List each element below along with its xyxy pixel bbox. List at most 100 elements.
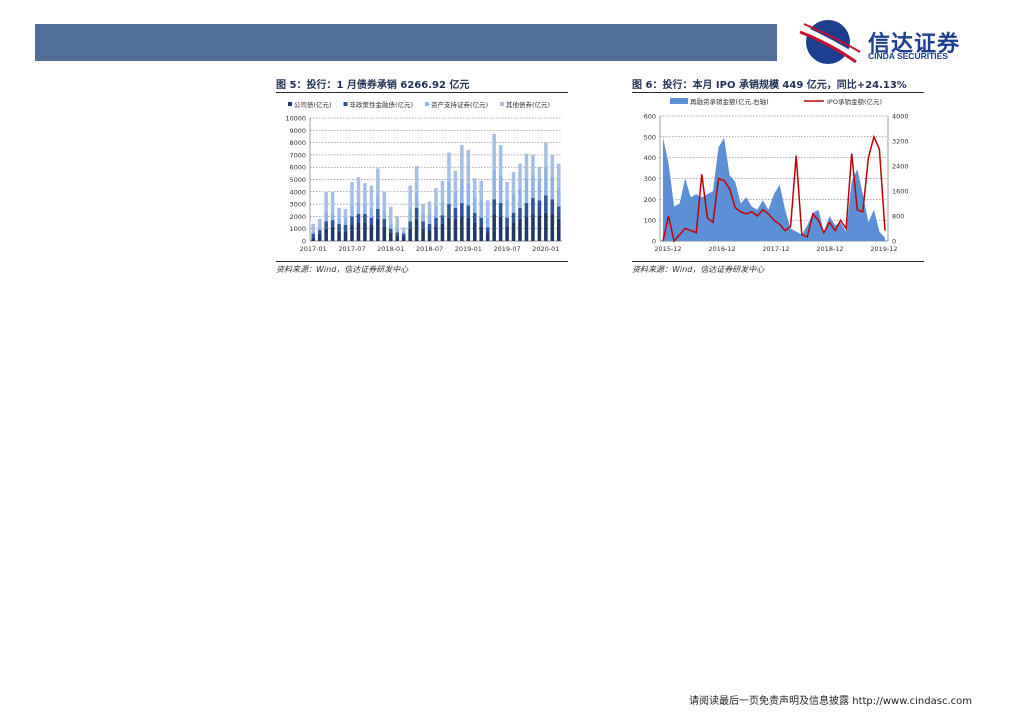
fig5-bar-segment [427, 213, 432, 224]
fig5-bar-segment [498, 175, 503, 203]
fig5-y-tick-label: 1000 [289, 225, 306, 233]
fig5-legend-label: 公司债(亿元) [294, 100, 332, 109]
fig5-bar-segment [531, 197, 535, 214]
fig5-bar-segment [369, 207, 374, 218]
fig5-bar-segment [395, 236, 400, 241]
fig6-y-right-tick-label: 3200 [892, 138, 909, 146]
fig6-legend-swatch-area [670, 98, 688, 104]
fig5-bar-segment [376, 195, 380, 210]
fig5-bar-segment [460, 145, 464, 180]
fig5-bar-segment [460, 216, 464, 241]
fig5-legend-swatch [343, 102, 348, 106]
fig5-bar-segment [395, 228, 400, 233]
fig5-bar-segment [524, 202, 529, 217]
fig5-bar-segment [350, 216, 354, 226]
fig5-bar-segment [447, 152, 451, 182]
fig5-bar-segment [453, 218, 458, 241]
fig5-y-tick-label: 8000 [289, 139, 306, 147]
fig5-bar-segment [337, 223, 341, 232]
fig5-x-tick-label: 2019-07 [493, 245, 520, 253]
fig5-bar-segment [440, 215, 445, 224]
fig5-bar-segment [324, 191, 328, 212]
fig5-bar-segment [511, 172, 516, 195]
fig5-bar-segment [382, 226, 387, 241]
fig5-legend-label: 其他债券(亿元) [506, 100, 550, 109]
fig6-y-left-tick-label: 200 [644, 196, 656, 204]
fig5-bar-segment [376, 218, 380, 241]
fig5-bar-segment [531, 213, 535, 241]
fig5-bar-segment [363, 222, 367, 241]
fig5-bar-segment [472, 178, 477, 198]
fig5-bar-segment [453, 170, 458, 194]
fig5-y-tick-label: 10000 [285, 115, 306, 123]
fig5-bar-segment [330, 191, 335, 213]
fig5-bar-segment [537, 215, 542, 241]
fig5-bar-segment [330, 226, 335, 241]
fig5-bar-segment [544, 212, 548, 241]
fig5-bar-segment [550, 213, 555, 241]
fig5-y-tick-label: 5000 [289, 176, 306, 184]
fig6-y-right-tick-label: 4000 [892, 113, 909, 121]
figure6-chart: 再融资承销金额(亿元,右轴) IPO承销金额(亿元) 600 500 400 300 200… [644, 97, 909, 253]
fig5-bar-segment [524, 216, 529, 241]
fig5-bar-segment [343, 217, 348, 226]
fig5-bar-segment [363, 213, 367, 223]
fig6-legend-label-area: 再融资承销金额(亿元,右轴) [690, 97, 769, 106]
fig5-bar-segment [388, 228, 393, 233]
fig5-bar-segment [550, 154, 555, 178]
fig5-bar-segment [492, 133, 496, 170]
fig5-bar-segment [369, 225, 374, 241]
fig5-bar-segment [343, 225, 348, 232]
figure6-top-rule [632, 92, 924, 93]
fig5-bar-segment [369, 217, 374, 226]
fig6-x-tick-label: 2018-12 [816, 245, 843, 253]
fig5-bar-segment [556, 163, 561, 187]
fig5-bar-segment [414, 207, 419, 219]
fig5-bar-segment [401, 236, 406, 241]
fig5-bar-segment [388, 232, 393, 241]
fig6-legend-label-line: IPO承销金额(亿元) [827, 97, 882, 106]
fig5-bar-segment [550, 199, 555, 214]
fig5-bar-segment [498, 145, 503, 176]
fig6-x-tick-label: 2016-12 [708, 245, 735, 253]
fig5-bar-segment [434, 217, 438, 227]
fig5-x-tick-label: 2020-01 [532, 245, 559, 253]
fig6-x-tick-label: 2015-12 [654, 245, 681, 253]
fig5-bar-segment [556, 186, 561, 207]
fig6-y-left-tick-label: 300 [644, 175, 656, 183]
fig5-y-tick-label: 6000 [289, 164, 306, 172]
fig5-bar-segment [556, 206, 561, 219]
fig5-bar-segment [382, 191, 387, 211]
figure5-source: 资料来源：Wind，信达证券研发中心 [276, 265, 409, 274]
fig5-legend-swatch [500, 102, 504, 106]
fig5-bar-segment [414, 165, 419, 194]
fig5-bar-segment [466, 205, 471, 218]
fig5-bar-segment [440, 223, 445, 241]
fig6-y-left-tick-label: 0 [652, 238, 656, 246]
fig5-bar-segment [472, 197, 477, 213]
fig5-bar-segment [330, 212, 335, 221]
fig5-x-tick-label: 2019-01 [455, 245, 482, 253]
fig5-bar-segment [556, 218, 561, 241]
header-banner [35, 24, 777, 61]
fig5-bar-segment [363, 183, 367, 205]
fig5-bar-segment [356, 213, 361, 223]
fig6-y-left-tick-label: 600 [644, 113, 656, 121]
fig5-bar-segment [382, 210, 387, 219]
fig5-bar-segment [324, 228, 328, 241]
fig6-y-right-tick-label: 2400 [892, 163, 909, 171]
fig5-bar-segment [479, 226, 484, 241]
fig5-bar-segment [350, 181, 354, 206]
fig5-bar-segment [531, 154, 535, 175]
fig5-bar-segment [414, 218, 419, 241]
logo-english-text: CINDA SECURITIES [868, 51, 948, 61]
fig6-x-tick-label: 2019-12 [870, 245, 897, 253]
fig5-y-tick-label: 7000 [289, 151, 306, 159]
fig5-bar-segment [343, 231, 348, 241]
fig5-bar-segment [511, 222, 516, 241]
fig5-bar-segment [479, 200, 484, 218]
fig5-bar-segment [324, 221, 328, 229]
fig5-bar-segment [485, 217, 490, 228]
fig5-bar-segment [311, 237, 316, 241]
fig5-bar-segment [317, 229, 322, 234]
